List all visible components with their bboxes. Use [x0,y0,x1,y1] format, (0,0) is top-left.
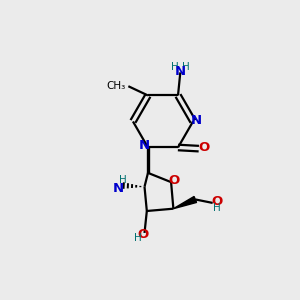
Text: N: N [113,182,124,195]
Polygon shape [173,196,196,209]
Text: H: H [134,232,142,243]
Text: O: O [137,228,148,241]
Text: N: N [175,65,186,78]
Text: H: H [182,62,189,72]
Text: O: O [198,141,209,154]
Text: N: N [191,114,202,127]
Text: H: H [171,62,179,72]
Text: CH₃: CH₃ [106,81,126,91]
Text: O: O [212,195,223,208]
Text: O: O [168,174,179,187]
Text: N: N [139,139,150,152]
Text: H: H [213,203,221,213]
Text: H: H [119,175,126,184]
